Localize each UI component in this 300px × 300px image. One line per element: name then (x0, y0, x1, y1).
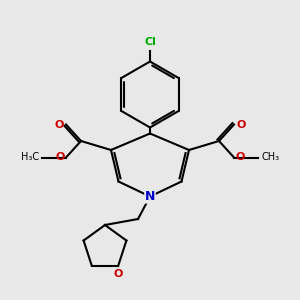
Text: O: O (113, 269, 123, 279)
Text: O: O (236, 152, 245, 163)
Text: CH₃: CH₃ (261, 152, 279, 163)
Text: O: O (55, 152, 64, 163)
Text: N: N (145, 190, 155, 203)
Text: O: O (236, 119, 246, 130)
Text: O: O (54, 119, 64, 130)
Text: H₃C: H₃C (21, 152, 39, 163)
Text: Cl: Cl (144, 38, 156, 47)
